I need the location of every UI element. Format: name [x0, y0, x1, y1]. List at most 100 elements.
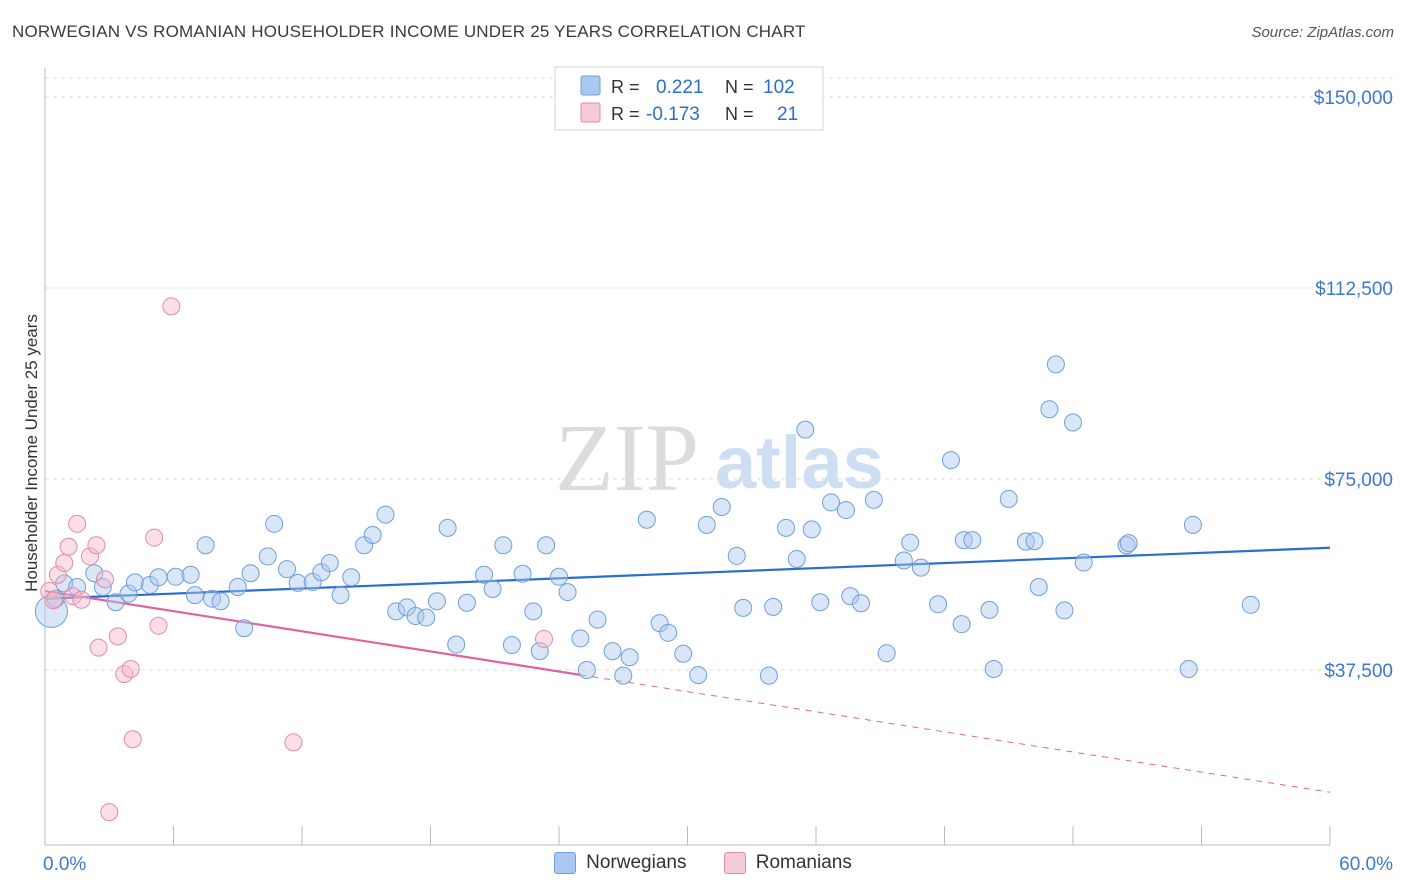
- point-norwegians: [764, 597, 783, 616]
- point-norwegians: [637, 510, 656, 529]
- point-norwegians: [689, 666, 708, 685]
- point-norwegians: [524, 602, 543, 621]
- trend-line-romanians-extension: [580, 674, 1331, 793]
- point-norwegians: [984, 659, 1003, 678]
- legend-item-norwegians[interactable]: Norwegians: [554, 852, 686, 874]
- point-romanians: [59, 537, 78, 556]
- legend-swatch-norwegians: [580, 75, 601, 96]
- point-norwegians: [1040, 400, 1059, 419]
- y-tick-label: $75,000: [1324, 470, 1393, 491]
- point-norwegians: [911, 558, 930, 577]
- legend-r-value-1: 0.221: [656, 77, 704, 98]
- legend-bottom: Norwegians Romanians: [0, 852, 1406, 880]
- point-norwegians: [265, 514, 284, 533]
- point-norwegians: [181, 565, 200, 584]
- point-romanians: [55, 554, 74, 573]
- point-norwegians: [851, 594, 870, 613]
- point-romanians: [87, 536, 106, 555]
- watermark-atlas: atlas: [715, 421, 884, 504]
- point-norwegians: [331, 586, 350, 605]
- point-romanians: [108, 627, 127, 646]
- point-norwegians: [457, 593, 476, 612]
- point-norwegians: [513, 564, 532, 583]
- point-norwegians: [811, 593, 830, 612]
- point-norwegians: [999, 489, 1018, 508]
- point-romanians: [149, 616, 168, 635]
- point-norwegians: [494, 536, 513, 555]
- point-romanians: [44, 591, 63, 610]
- legend-n-value-2: 21: [777, 104, 798, 125]
- point-norwegians: [427, 592, 446, 611]
- legend-top: R = 0.221 N = 102 R = -0.173 N = 21: [554, 66, 824, 131]
- point-norwegians: [483, 580, 502, 599]
- point-norwegians: [963, 531, 982, 550]
- point-norwegians: [447, 635, 466, 654]
- point-norwegians: [475, 565, 494, 584]
- legend-n-value-1: 102: [763, 77, 795, 98]
- point-romanians: [123, 730, 142, 749]
- point-romanians: [121, 659, 140, 678]
- point-norwegians: [1119, 534, 1138, 553]
- point-norwegians: [1179, 659, 1198, 678]
- point-norwegians: [196, 536, 215, 555]
- point-norwegians: [387, 602, 406, 621]
- point-romanians: [89, 638, 108, 657]
- point-norwegians: [697, 515, 716, 534]
- point-norwegians: [550, 567, 568, 586]
- chart-title: NORWEGIAN VS ROMANIAN HOUSEHOLDER INCOME…: [12, 22, 806, 41]
- point-norwegians: [577, 661, 596, 679]
- point-norwegians: [1025, 532, 1044, 551]
- point-norwegians: [821, 493, 840, 512]
- point-norwegians: [901, 533, 920, 552]
- point-norwegians: [712, 498, 731, 517]
- point-norwegians: [185, 586, 204, 605]
- trend-line-norwegians: [44, 546, 1331, 600]
- point-norwegians: [614, 666, 633, 685]
- point-norwegians: [674, 644, 693, 663]
- point-norwegians: [864, 490, 883, 509]
- legend-swatch-blue: [554, 852, 577, 874]
- y-tick-label: $37,500: [1324, 661, 1393, 682]
- point-norwegians: [777, 518, 796, 537]
- point-romanians: [535, 629, 554, 648]
- point-norwegians: [342, 568, 361, 587]
- point-norwegians: [603, 642, 622, 661]
- point-norwegians: [166, 567, 185, 586]
- point-norwegians: [320, 554, 339, 573]
- data-points: [34, 297, 1260, 822]
- legend-label-romanians: Romanians: [755, 852, 852, 873]
- point-norwegians: [877, 644, 896, 663]
- point-norwegians: [836, 501, 855, 520]
- point-norwegians: [34, 594, 68, 628]
- point-norwegians: [278, 560, 297, 579]
- trend-lines: [44, 546, 1331, 793]
- legend-n-label-1: N =: [725, 77, 754, 97]
- point-norwegians: [258, 547, 277, 566]
- point-norwegians: [980, 600, 999, 619]
- point-norwegians: [588, 610, 607, 629]
- point-norwegians: [787, 549, 806, 568]
- point-norwegians: [841, 587, 860, 606]
- point-norwegians: [438, 518, 457, 537]
- point-romanians: [40, 582, 59, 601]
- point-norwegians: [93, 577, 112, 596]
- legend-swatch-pink: [723, 852, 746, 874]
- y-tick-label: $150,000: [1314, 88, 1393, 109]
- point-romanians: [145, 528, 164, 547]
- point-romanians: [100, 803, 119, 822]
- point-romanians: [95, 570, 114, 589]
- point-norwegians: [1029, 577, 1048, 596]
- tick-labels: $37,500 $75,000 $112,500 $150,000 0.0% 60.0%: [43, 88, 1393, 875]
- point-norwegians: [530, 642, 549, 661]
- point-norwegians: [417, 608, 436, 627]
- y-tick-label: $112,500: [1315, 279, 1393, 300]
- point-norwegians: [235, 619, 254, 638]
- point-romanians: [68, 514, 87, 533]
- x-tick-label: 0.0%: [43, 854, 86, 875]
- point-norwegians: [537, 536, 556, 555]
- point-norwegians: [106, 593, 125, 612]
- point-norwegians: [1046, 355, 1065, 374]
- point-norwegians: [1074, 553, 1093, 572]
- legend-item-romanians[interactable]: Romanians: [723, 852, 852, 874]
